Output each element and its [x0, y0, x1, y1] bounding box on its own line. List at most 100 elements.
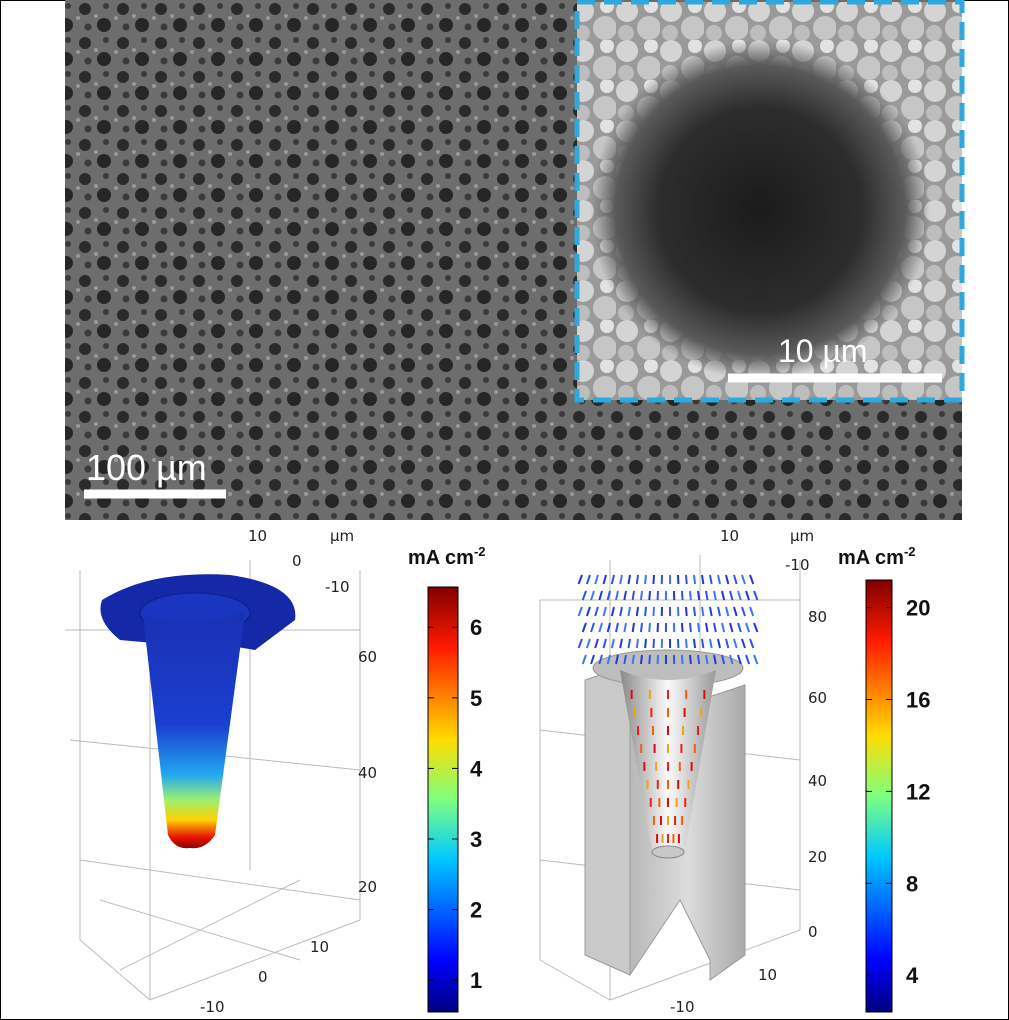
arrow: [612, 639, 614, 648]
tick: 0: [292, 552, 302, 570]
figure: 100 µm 10 µm 10 0 -10 µm 60 40 20 10 0 -…: [0, 0, 1009, 1020]
arrow: [714, 591, 716, 600]
tick: 10: [248, 527, 267, 545]
arrow: [624, 623, 626, 632]
arrow: [710, 607, 712, 616]
inset: 10 µm: [577, 2, 962, 400]
arrow: [702, 639, 703, 648]
arrow: [710, 575, 712, 584]
arrow: [587, 607, 590, 616]
arrow: [612, 607, 614, 616]
arrow: [620, 639, 622, 648]
tick: 0: [808, 923, 818, 941]
arrow: [698, 623, 699, 632]
scale-bar-label: 100 µm: [86, 447, 207, 488]
colorbar-title-sup: -2: [904, 544, 916, 559]
colorbar-tick-label: 4: [906, 963, 919, 988]
arrow: [710, 639, 712, 648]
arrow: [637, 607, 638, 616]
unit: µm: [330, 527, 354, 545]
arrow: [583, 655, 586, 664]
arrow: [750, 575, 753, 584]
arrow: [702, 575, 703, 584]
arrow: [595, 607, 598, 616]
arrow: [595, 639, 598, 648]
arrow: [746, 655, 749, 664]
arrow: [620, 575, 622, 584]
arrow: [633, 623, 634, 632]
arrow: [734, 575, 737, 584]
arrow: [750, 607, 753, 616]
tick: -10: [785, 556, 810, 574]
arrow: [718, 639, 720, 648]
arrow: [653, 575, 654, 584]
colorbar: [428, 587, 458, 1012]
arrow: [694, 575, 695, 584]
tick: 60: [358, 648, 377, 666]
arrow: [637, 639, 638, 648]
arrow: [690, 655, 691, 664]
arrow: [633, 591, 634, 600]
arrow: [722, 591, 724, 600]
arrow: [714, 623, 716, 632]
arrow: [579, 639, 582, 648]
arrow: [612, 575, 614, 584]
tick: 0: [258, 968, 268, 986]
arrow: [706, 623, 708, 632]
arrow: [591, 591, 594, 600]
arrow: [649, 655, 650, 664]
arrow: [718, 575, 720, 584]
colorbar-title: mA cm-2: [408, 544, 486, 569]
arrow: [599, 591, 602, 600]
tick: -10: [200, 998, 225, 1016]
colorbar-tick-label: 12: [906, 779, 930, 804]
colorbar-title-sup: -2: [474, 544, 486, 559]
colorbar-title-text: mA cm: [408, 547, 474, 569]
arrow: [726, 575, 728, 584]
arrow: [599, 623, 602, 632]
tick: 10: [310, 938, 329, 956]
arrow: [579, 575, 582, 584]
arrow: [742, 575, 745, 584]
arrow: [702, 607, 703, 616]
colorbar-title-text: mA cm: [838, 547, 904, 569]
arrow: [587, 639, 590, 648]
arrow: [604, 639, 606, 648]
arrow: [628, 639, 630, 648]
arrow: [591, 655, 594, 664]
cone-current: [100, 574, 295, 848]
colorbar-tick-label: 1: [470, 968, 482, 993]
arrow: [682, 591, 683, 600]
arrow: [616, 591, 618, 600]
arrow: [726, 639, 728, 648]
colorbar-tick-label: 3: [470, 827, 482, 852]
colorbar-tick-label: 16: [906, 687, 930, 712]
arrow: [587, 575, 590, 584]
arrow: [726, 607, 728, 616]
cylinder: [585, 650, 745, 980]
arrow: [754, 591, 757, 600]
arrow: [742, 607, 745, 616]
arrow: [641, 591, 642, 600]
arrow: [637, 575, 638, 584]
arrow: [730, 591, 732, 600]
arrow: [633, 655, 634, 664]
tick: 80: [808, 608, 827, 626]
arrow: [604, 575, 606, 584]
arrow: [742, 639, 745, 648]
tick: 10: [720, 527, 739, 545]
inset-scale-bar-label: 10 µm: [778, 333, 868, 369]
arrow: [620, 607, 622, 616]
colorbar-tick-label: 4: [470, 756, 483, 781]
arrow: [682, 623, 683, 632]
arrow: [722, 623, 724, 632]
arrow: [628, 607, 630, 616]
arrow: [628, 575, 630, 584]
colorbar: [866, 580, 892, 1012]
unit: µm: [790, 527, 814, 545]
arrow: [730, 623, 732, 632]
arrow: [746, 623, 749, 632]
arrow: [645, 607, 646, 616]
tick: 10: [758, 966, 777, 984]
arrow: [583, 591, 586, 600]
